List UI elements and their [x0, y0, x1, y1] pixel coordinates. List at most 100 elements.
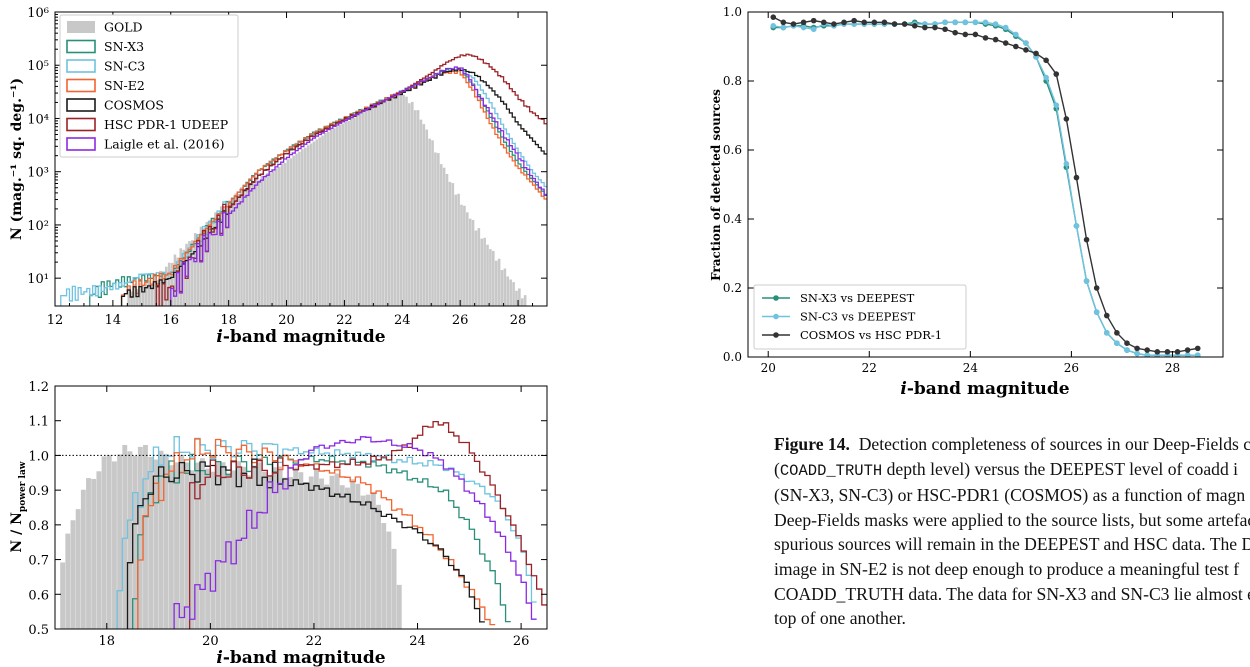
histogram-series-sn-e2	[120, 70, 547, 306]
gold-bar	[434, 152, 437, 306]
figure-label: Figure 14.	[774, 434, 850, 454]
ratio-xlabel: i-band magnitude	[216, 648, 385, 667]
completeness-point	[962, 31, 969, 38]
gold-bar	[153, 275, 156, 306]
legend-label-sn-e2: SN-E2	[104, 78, 145, 93]
completeness-point	[1114, 330, 1120, 336]
caption-line-2: (COADD_TRUTH depth level) versus the DEE…	[774, 458, 1239, 480]
gold-bar	[225, 472, 231, 629]
gold-bar	[210, 471, 216, 629]
gold-bar	[254, 179, 258, 306]
gold-bar	[303, 147, 307, 306]
gold-bar	[425, 129, 429, 306]
gold-bar	[457, 193, 460, 306]
gold-bar	[60, 562, 66, 629]
gold-bar	[101, 456, 107, 629]
caption-line-6: image in SN-E2 is not deep enough to pro…	[774, 558, 1240, 579]
gold-bar	[298, 472, 304, 629]
gold-bar	[451, 183, 455, 306]
gold-bar	[173, 254, 177, 306]
completeness-point	[982, 19, 989, 26]
gold-bar	[347, 120, 350, 306]
gold-bar	[306, 145, 310, 306]
gold-bar	[360, 495, 366, 629]
gold-bar	[86, 478, 91, 629]
legend-swatch-sn-c3	[66, 59, 96, 73]
gold-bar	[413, 110, 417, 306]
gold-bar	[523, 295, 527, 306]
gold-bar	[231, 470, 236, 629]
gold-bar	[132, 455, 138, 629]
ratio-series-sn-e2	[137, 438, 496, 629]
completeness-legend-marker	[773, 332, 779, 338]
gold-bar	[153, 459, 159, 629]
gold-bar	[158, 450, 164, 629]
gold-bar	[437, 153, 440, 306]
gold-bar	[130, 291, 133, 306]
gold-bar	[315, 139, 319, 306]
gold-bar	[282, 477, 288, 629]
gold-bar	[263, 177, 266, 306]
completeness-axes: 20 22 24 26 28 0.0 0.2 0.4 0.6 0.8 1.0	[723, 5, 1223, 375]
gold-bar	[260, 175, 264, 306]
gold-bar	[144, 282, 148, 306]
gold-bar	[240, 187, 243, 306]
gold-bar	[246, 184, 249, 306]
gold-bar	[410, 101, 414, 306]
gold-bar	[219, 206, 223, 306]
gold-bar	[503, 268, 507, 306]
gold-bar	[370, 104, 374, 306]
ratio-xtick-label: 18	[99, 634, 116, 649]
completeness-xtick-label: 20	[761, 361, 776, 375]
gold-bar	[396, 584, 402, 629]
completeness-point	[1164, 349, 1171, 355]
legend-label-gold: GOLD	[104, 20, 143, 35]
completeness-legend-label-sn-x3-vs-deepest: SN-X3 vs DEEPEST	[800, 291, 915, 305]
completeness-point	[1103, 312, 1110, 319]
completeness-point	[1144, 352, 1151, 357]
completeness-point	[800, 19, 807, 26]
ratio-ytick-label: 1.2	[28, 380, 49, 395]
gold-bar	[164, 266, 168, 306]
completeness-series-cosmos-vs-hsc-pdr-1	[770, 14, 1201, 355]
gold-bar	[339, 485, 345, 629]
legend-label-cosmos: COSMOS	[104, 98, 164, 113]
ratio-ytick-label: 0.6	[28, 588, 49, 603]
gold-bar	[80, 489, 86, 629]
gold-bar	[106, 454, 112, 629]
completeness-point	[1093, 285, 1100, 291]
gold-bar	[332, 128, 336, 306]
gold-bar	[70, 520, 76, 629]
gold-bar	[308, 476, 314, 629]
gold-bar	[75, 509, 81, 629]
completeness-point	[1103, 330, 1110, 336]
ratio-ylabel: N / Npower law	[9, 461, 28, 552]
gold-bar	[138, 282, 142, 306]
gold-bar	[465, 212, 469, 306]
completeness-point	[1063, 116, 1070, 122]
completeness-point	[1114, 340, 1120, 347]
gold-bar	[335, 126, 339, 306]
gold-bar	[272, 467, 278, 629]
completeness-xtick-label: 28	[1165, 361, 1180, 375]
completeness-point	[810, 17, 817, 24]
completeness-point	[881, 19, 888, 26]
histogram-series-gold	[127, 92, 527, 306]
gold-bar	[494, 260, 498, 306]
gold-bar	[274, 168, 278, 306]
ratio-xtick-label: 20	[202, 634, 219, 649]
completeness-point	[1013, 31, 1019, 38]
gold-bar	[312, 141, 316, 306]
gold-bar	[361, 112, 365, 306]
gold-bar	[262, 471, 268, 629]
completeness-point	[780, 24, 787, 31]
gold-bar	[122, 445, 128, 629]
gold-bar	[338, 124, 342, 306]
gold-bar	[387, 98, 391, 306]
completeness-ytick-label: 0.8	[723, 74, 742, 88]
gold-bar	[350, 479, 356, 629]
completeness-point	[1124, 347, 1130, 353]
gold-bar	[236, 461, 242, 629]
gold-bar	[345, 487, 350, 629]
caption-line-1: Figure 14. Detection completeness of sou…	[774, 432, 1250, 457]
